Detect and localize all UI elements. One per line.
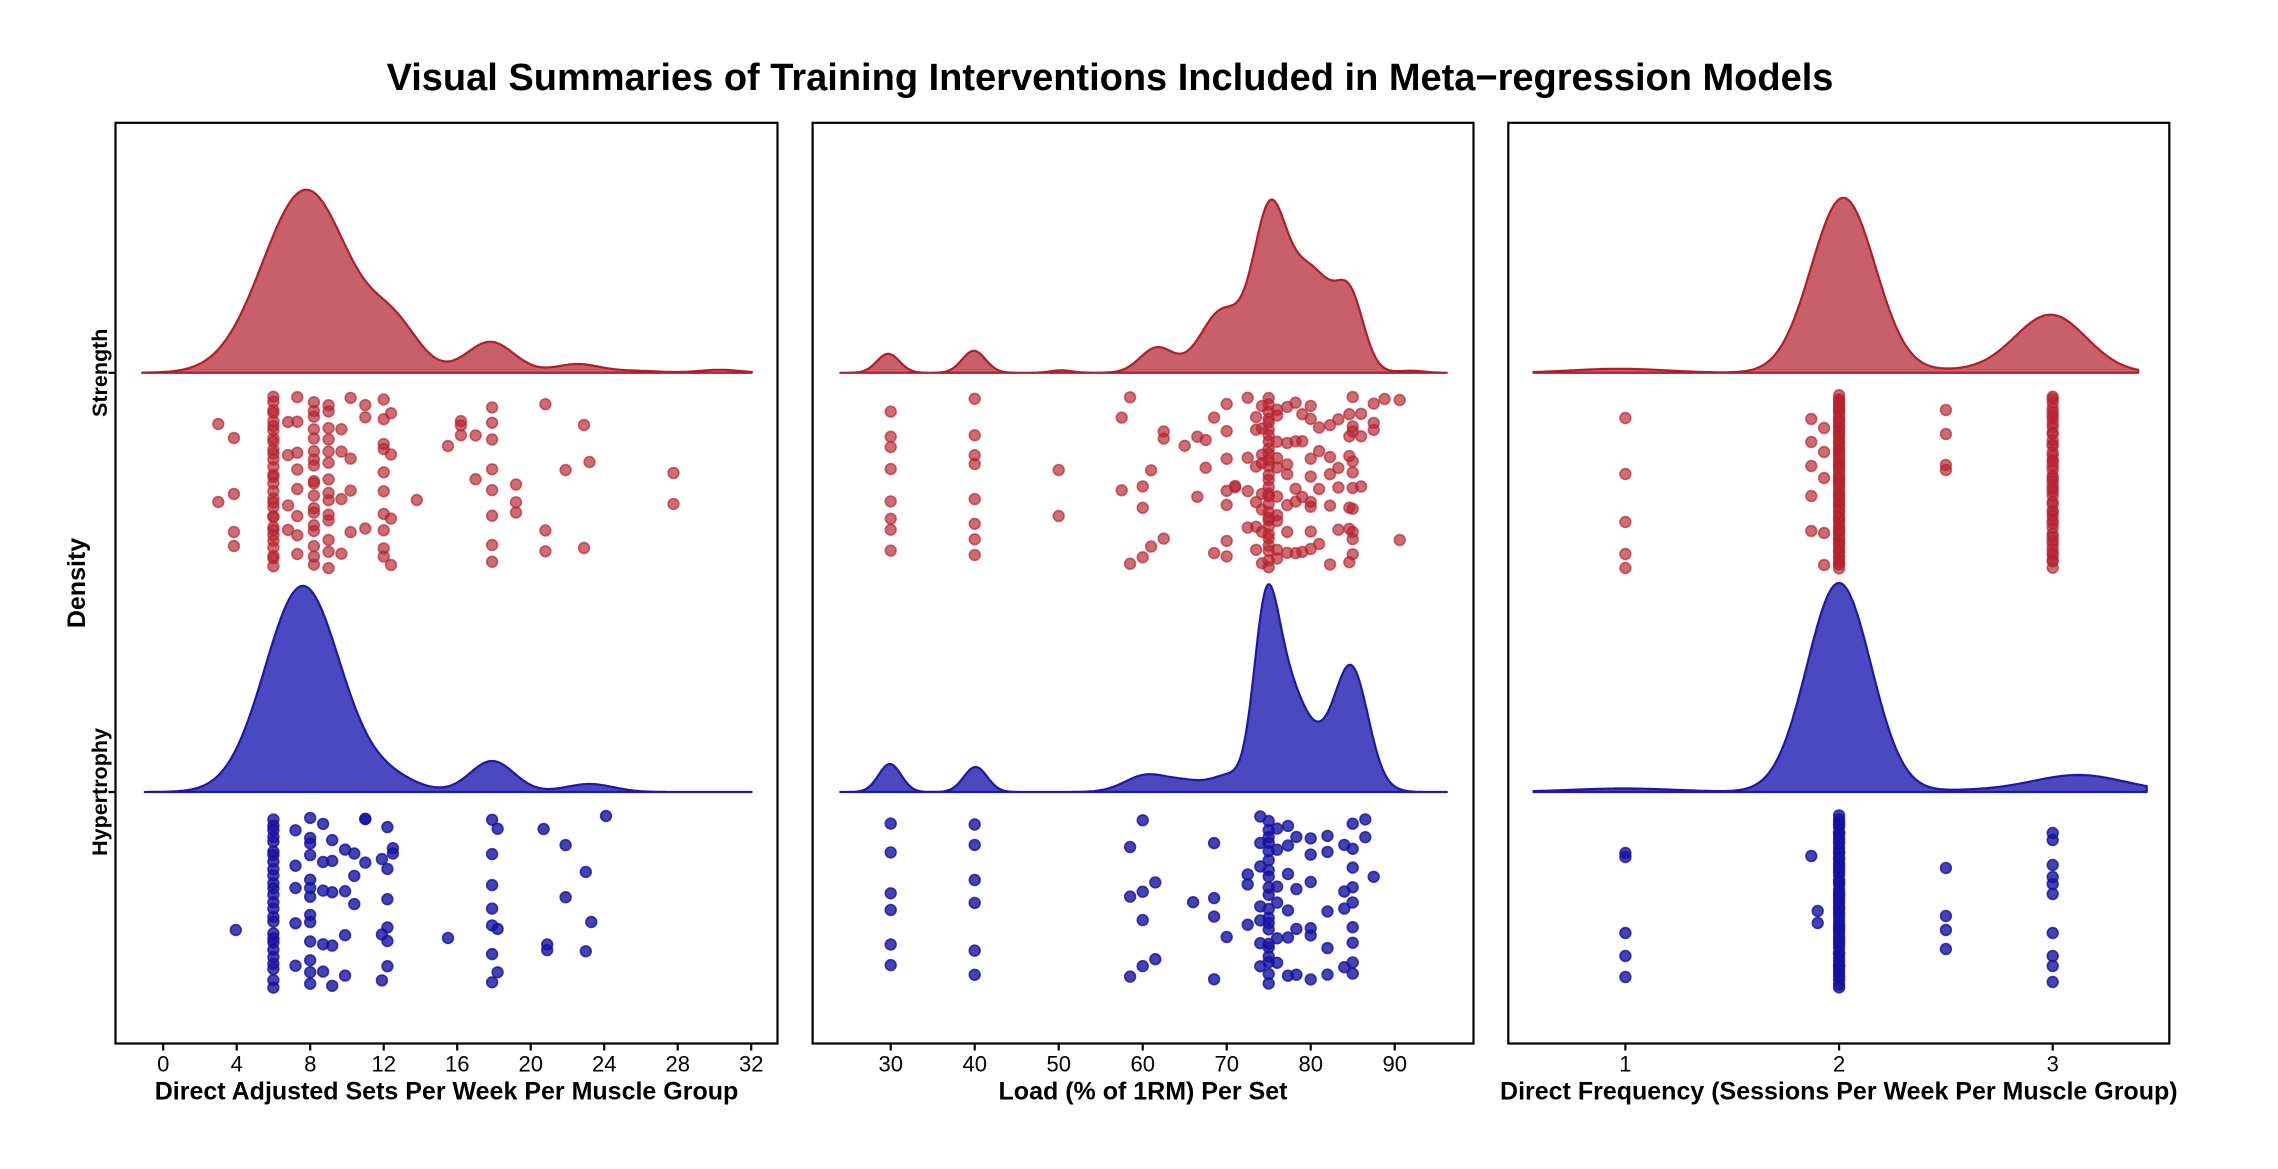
svg-text:8: 8	[304, 1051, 316, 1076]
svg-text:40: 40	[962, 1051, 986, 1076]
svg-text:24: 24	[592, 1051, 616, 1076]
svg-text:Strength: Strength	[88, 329, 112, 417]
svg-text:3: 3	[2047, 1051, 2059, 1076]
svg-text:30: 30	[878, 1051, 902, 1076]
svg-text:50: 50	[1046, 1051, 1070, 1076]
svg-text:1: 1	[1619, 1051, 1631, 1076]
svg-text:Load (% of 1RM) Per Set: Load (% of 1RM) Per Set	[999, 1078, 1289, 1106]
svg-text:70: 70	[1214, 1051, 1238, 1076]
svg-text:Hypertrophy: Hypertrophy	[88, 728, 112, 856]
svg-text:0: 0	[157, 1051, 169, 1076]
svg-text:Density: Density	[63, 538, 91, 628]
svg-text:16: 16	[445, 1051, 469, 1076]
svg-text:90: 90	[1382, 1051, 1406, 1076]
svg-text:Visual Summaries of Training I: Visual Summaries of Training Interventio…	[387, 57, 1834, 99]
svg-text:4: 4	[231, 1051, 243, 1076]
svg-text:32: 32	[739, 1051, 763, 1076]
svg-text:60: 60	[1130, 1051, 1154, 1076]
svg-text:Direct Adjusted Sets Per Week: Direct Adjusted Sets Per Week Per Muscle…	[155, 1078, 739, 1106]
svg-text:Direct Frequency (Sessions Per: Direct Frequency (Sessions Per Week Per …	[1500, 1078, 2178, 1106]
svg-text:20: 20	[518, 1051, 542, 1076]
svg-text:12: 12	[371, 1051, 395, 1076]
svg-text:28: 28	[665, 1051, 689, 1076]
svg-text:2: 2	[1833, 1051, 1845, 1076]
svg-text:80: 80	[1298, 1051, 1322, 1076]
